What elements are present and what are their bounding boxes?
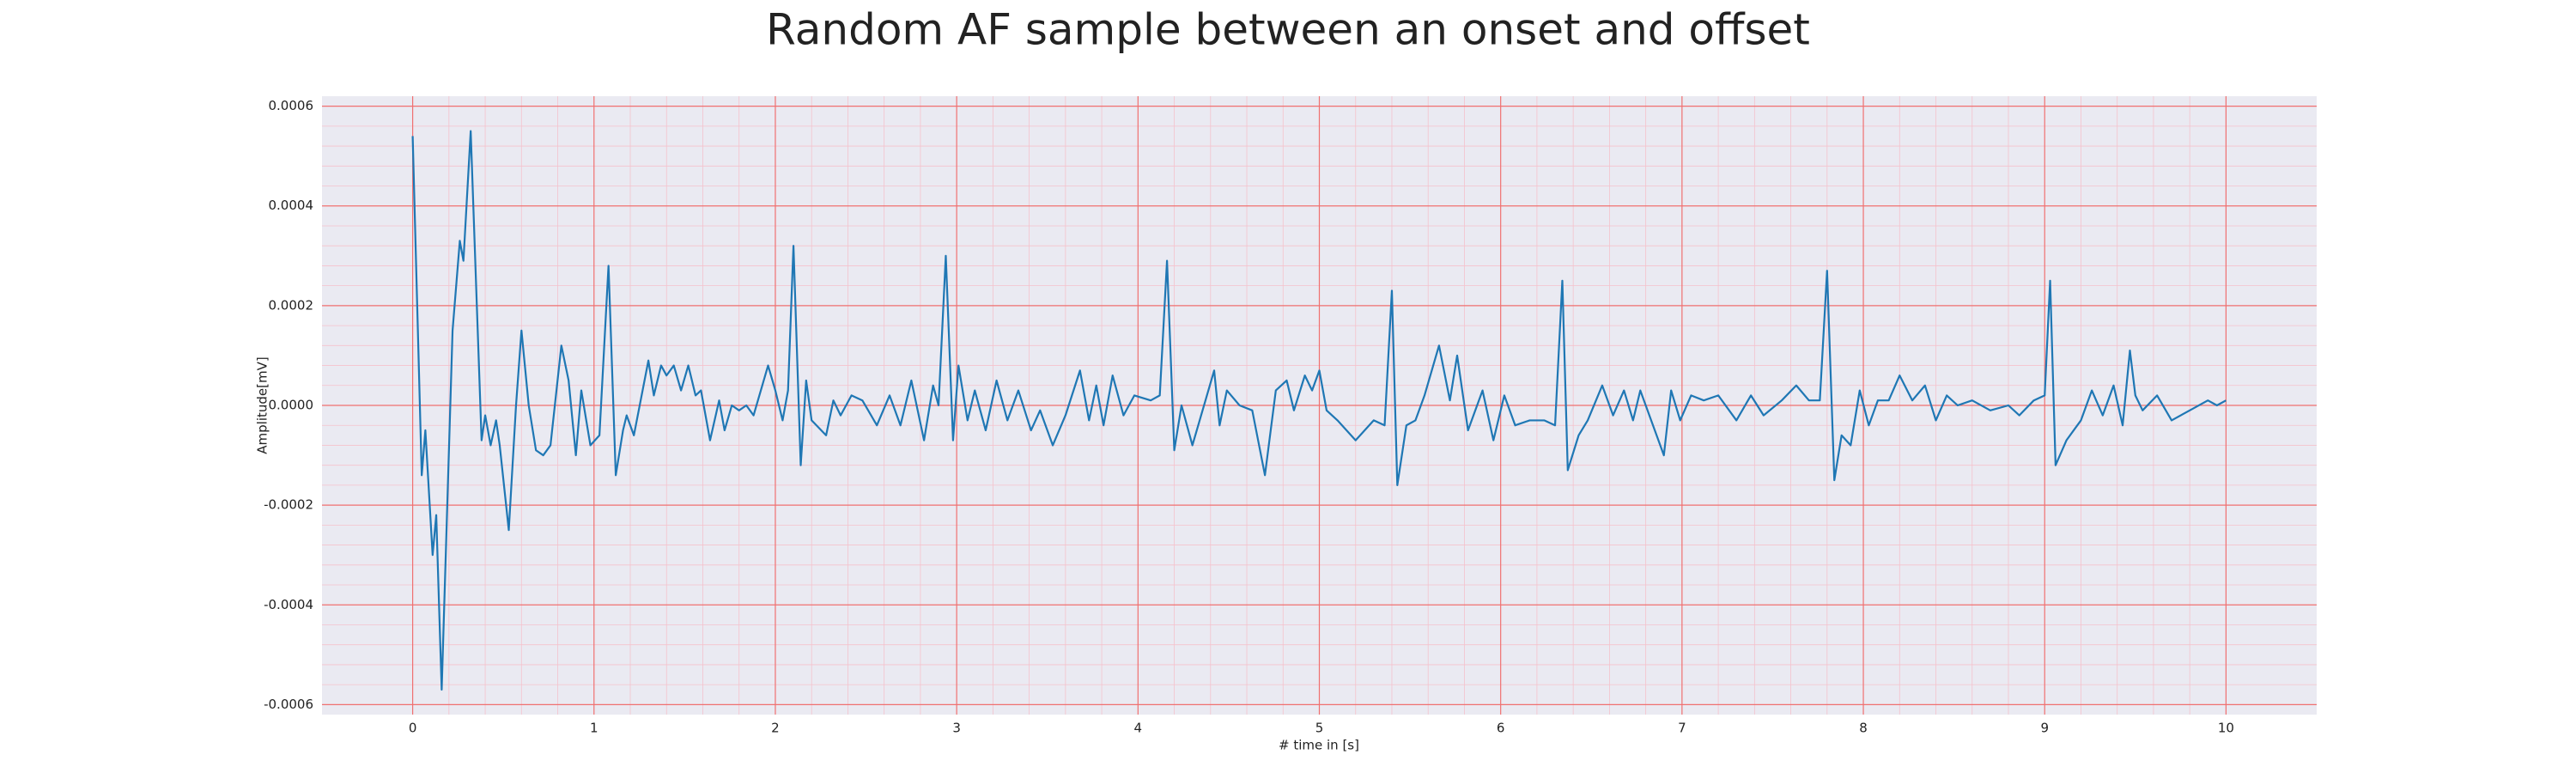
y-tick-label: 0.0000 [269, 398, 314, 413]
x-tick-label: 3 [952, 721, 961, 736]
x-tick-label: 2 [771, 721, 780, 736]
y-tick-label: 0.0002 [269, 297, 314, 313]
y-tick-label: 0.0004 [269, 198, 314, 213]
x-tick-label: 4 [1134, 721, 1143, 736]
y-tick-label: -0.0006 [264, 697, 313, 712]
chart-title: Random AF sample between an onset and of… [766, 5, 1810, 55]
x-tick-label: 8 [1859, 721, 1868, 736]
y-tick-label: 0.0006 [269, 98, 314, 113]
signal-line [411, 130, 2227, 691]
x-tick-label: 6 [1497, 721, 1505, 736]
x-tick-label: 9 [2040, 721, 2049, 736]
x-tick-label: 10 [2218, 721, 2234, 736]
y-tick-label: -0.0002 [264, 497, 313, 513]
x-tick-label: 7 [1678, 721, 1686, 736]
x-tick-label: 0 [409, 721, 417, 736]
x-tick-label: 5 [1315, 721, 1324, 736]
y-axis-label: Amplitude[mV] [255, 356, 270, 453]
y-tick-label: -0.0004 [264, 597, 313, 612]
x-tick-label: 1 [590, 721, 598, 736]
x-axis-label: # time in [s] [1279, 738, 1359, 753]
